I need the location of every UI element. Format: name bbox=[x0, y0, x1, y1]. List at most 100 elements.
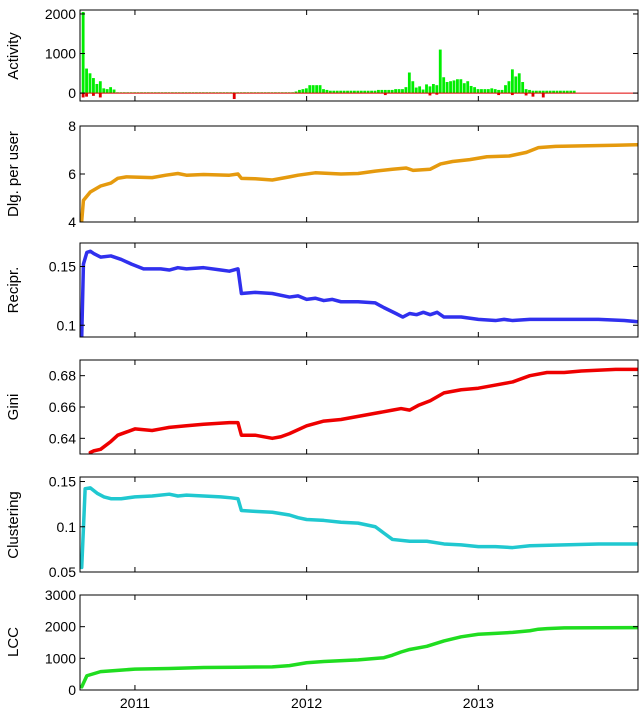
activity-bar-positive bbox=[517, 73, 521, 94]
activity-bar-positive bbox=[459, 79, 463, 94]
dlg-plot-area bbox=[80, 142, 638, 222]
activity-bar-positive bbox=[480, 89, 483, 94]
activity-ytick-label: 0 bbox=[68, 85, 76, 101]
activity-bar-positive bbox=[404, 87, 408, 94]
activity-bar-positive bbox=[294, 91, 298, 94]
activity-bar-negative bbox=[428, 93, 432, 96]
dlg-ytick-label: 8 bbox=[68, 118, 76, 134]
activity-bar-positive bbox=[545, 90, 549, 94]
activity-bar-positive bbox=[332, 90, 336, 94]
activity-bar-positive bbox=[88, 73, 92, 94]
lcc-plot-area bbox=[80, 625, 638, 689]
activity-bar-positive bbox=[356, 90, 360, 94]
activity-bar-positive bbox=[346, 90, 349, 94]
activity-bar-positive bbox=[483, 89, 487, 94]
activity-bar-positive bbox=[476, 89, 480, 94]
activity-bar-negative bbox=[92, 93, 95, 96]
activity-bar-positive bbox=[85, 68, 88, 94]
clustering-plot-area bbox=[80, 486, 638, 570]
dlg-ylabel: Dlg. per user bbox=[5, 131, 22, 217]
activity-bar-positive bbox=[497, 89, 501, 94]
panel-dlg: 4 6 8 Dlg. per user bbox=[5, 118, 639, 230]
activity-bar-positive bbox=[500, 89, 504, 94]
clustering-ytick-label: 0.15 bbox=[49, 474, 76, 490]
activity-bar-positive bbox=[462, 83, 466, 94]
activity-bar-positive bbox=[339, 90, 343, 94]
activity-bar-positive bbox=[81, 11, 85, 94]
activity-bar-positive bbox=[435, 85, 439, 94]
panel-clustering: 0.05 0.1 0.15 Clustering bbox=[5, 474, 639, 580]
activity-bar-negative bbox=[524, 93, 528, 96]
xtick-label: 2011 bbox=[120, 695, 150, 711]
activity-bar-negative bbox=[497, 93, 501, 96]
activity-bar-positive bbox=[311, 85, 315, 94]
activity-ytick-label: 2000 bbox=[45, 6, 76, 22]
activity-bar-positive bbox=[514, 76, 518, 94]
activity-bar-positive bbox=[569, 90, 573, 94]
activity-bar-negative bbox=[98, 93, 102, 98]
dlg-series-line bbox=[80, 142, 638, 222]
recipr-series-line bbox=[80, 249, 638, 337]
panel-gini: 0.64 0.66 0.68 Gini bbox=[5, 359, 639, 455]
gini-ytick-label: 0.68 bbox=[49, 368, 76, 384]
activity-bar-positive bbox=[534, 90, 538, 94]
activity-bar-positive bbox=[370, 90, 373, 94]
activity-bar-positive bbox=[504, 85, 507, 94]
activity-bar-positive bbox=[373, 90, 377, 94]
activity-bar-positive bbox=[456, 79, 459, 94]
lcc-ytick-label: 2000 bbox=[45, 619, 76, 635]
activity-bar-positive bbox=[359, 90, 363, 94]
activity-bar-positive bbox=[318, 85, 322, 94]
activity-bar-positive bbox=[442, 77, 446, 94]
activity-bar-negative bbox=[531, 93, 535, 97]
gini-ylabel: Gini bbox=[5, 394, 22, 421]
activity-bar-positive bbox=[469, 85, 473, 94]
activity-bar-positive bbox=[431, 83, 435, 94]
activity-bar-positive bbox=[304, 88, 308, 94]
activity-bar-positive bbox=[421, 89, 425, 94]
activity-bar-positive bbox=[548, 90, 552, 94]
activity-bar-negative bbox=[81, 93, 85, 98]
gini-plot-area bbox=[88, 367, 638, 454]
activity-bar-positive bbox=[428, 86, 432, 94]
lcc-ytick-label: 3000 bbox=[45, 587, 76, 603]
clustering-series-line bbox=[80, 486, 638, 570]
activity-bar-positive bbox=[308, 85, 312, 94]
dlg-ytick-label: 6 bbox=[68, 166, 76, 182]
activity-bar-positive bbox=[425, 84, 428, 94]
activity-bar-negative bbox=[541, 93, 545, 98]
activity-bar-positive bbox=[301, 89, 305, 94]
lcc-ytick-label: 0 bbox=[68, 682, 76, 698]
activity-plot-area bbox=[80, 11, 638, 100]
activity-bar-positive bbox=[473, 87, 477, 94]
gini-ytick-label: 0.66 bbox=[49, 399, 76, 415]
lcc-axes-frame bbox=[79, 594, 639, 691]
activity-bar-negative bbox=[85, 93, 88, 97]
activity-ylabel: Activity bbox=[5, 32, 22, 80]
activity-bar-positive bbox=[298, 89, 301, 94]
activity-bar-positive bbox=[109, 87, 113, 94]
panel-lcc: 0 1000 2000 3000 LCC bbox=[5, 587, 639, 698]
lcc-series-line bbox=[80, 625, 638, 689]
activity-bar-positive bbox=[377, 89, 380, 94]
activity-ytick-label: 1000 bbox=[45, 46, 76, 62]
activity-bar-negative bbox=[435, 93, 439, 95]
activity-bar-positive bbox=[541, 90, 545, 94]
activity-bar-positive bbox=[380, 89, 384, 94]
activity-bar-positive bbox=[452, 80, 456, 94]
activity-bar-positive bbox=[510, 69, 514, 94]
panel-activity: 0 1000 2000 Activity bbox=[5, 6, 639, 102]
recipr-ytick-label: 0.1 bbox=[57, 317, 77, 333]
activity-bar-positive bbox=[98, 81, 102, 94]
activity-bar-negative bbox=[383, 93, 387, 96]
activity-bar-positive bbox=[352, 90, 356, 94]
xtick-label: 2013 bbox=[463, 695, 494, 711]
dlg-ytick-label: 4 bbox=[68, 214, 76, 230]
activity-bar-positive bbox=[445, 82, 449, 94]
panel-recipr: 0.1 0.15 Recipr. bbox=[5, 242, 639, 338]
activity-bar-positive bbox=[112, 89, 116, 94]
activity-bar-positive bbox=[383, 89, 387, 94]
activity-bar-positive bbox=[394, 89, 398, 94]
lcc-ylabel: LCC bbox=[5, 627, 22, 657]
activity-bar-positive bbox=[322, 89, 325, 94]
